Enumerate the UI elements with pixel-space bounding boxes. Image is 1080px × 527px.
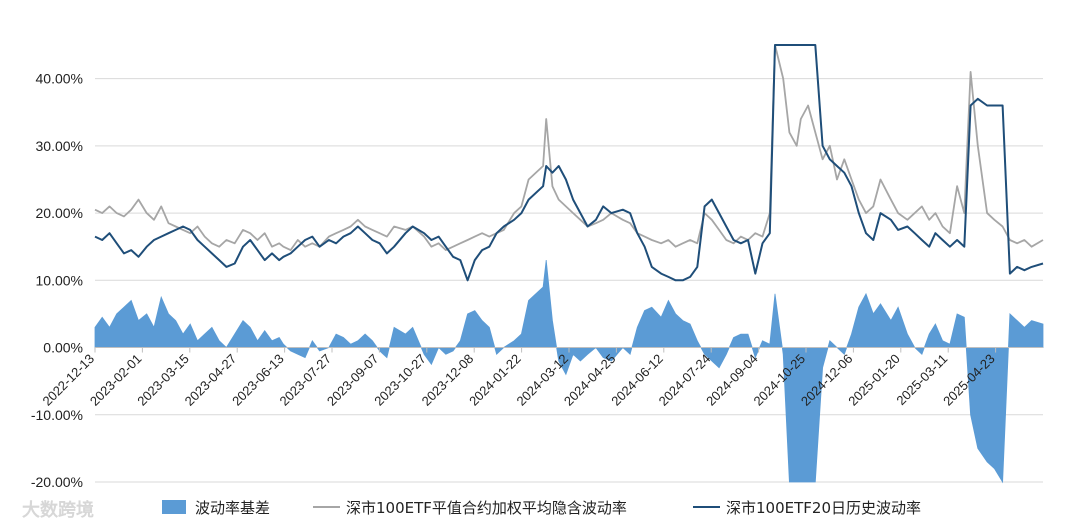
y-tick-label: 10.00%	[36, 272, 83, 288]
y-tick-label: 20.00%	[36, 205, 83, 221]
series-lines-layer	[94, 44, 1044, 282]
y-tick-label: 30.00%	[36, 138, 83, 154]
legend-label-implied: 深市100ETF平值合约加权平均隐含波动率	[346, 499, 627, 517]
x-axis-ticks: 2022-12-132023-02-012023-03-152023-04-27…	[39, 347, 998, 409]
y-tick-label: 0.00%	[43, 340, 83, 356]
legend-swatch-basis	[162, 500, 186, 514]
series-implied-vol-line	[94, 44, 1044, 252]
y-tick-label: -10.00%	[31, 407, 83, 423]
watermark-text: 大数跨境	[22, 499, 94, 521]
legend-label-historical: 深市100ETF20日历史波动率	[726, 499, 921, 517]
legend: 波动率基差 深市100ETF平值合约加权平均隐含波动率 深市100ETF20日历史波…	[162, 499, 921, 517]
y-tick-label: -20.00%	[31, 474, 83, 490]
y-tick-label: 40.00%	[36, 71, 83, 87]
series-historical-vol-line	[94, 44, 1044, 282]
gridlines	[95, 78, 1043, 483]
x-tick-label: 2025-01-20	[845, 351, 903, 409]
y-axis-ticks: -20.00% -10.00% 0.00% 10.00% 20.00% 30.00% 40.…	[31, 71, 83, 490]
series-basis-area	[94, 260, 1044, 484]
legend-label-basis: 波动率基差	[195, 499, 270, 517]
basis-area-layer	[94, 260, 1044, 484]
